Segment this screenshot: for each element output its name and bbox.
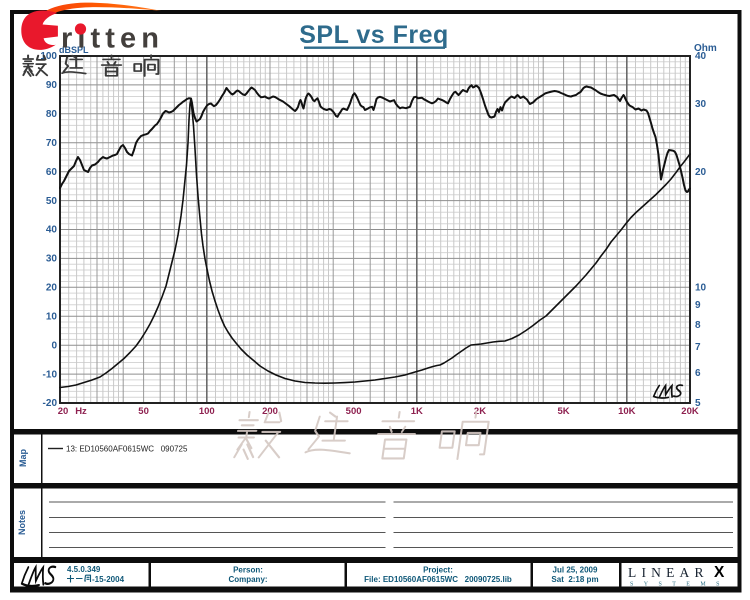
svg-text:7: 7 [695, 342, 701, 353]
svg-text:30: 30 [46, 254, 58, 265]
svg-text:1K: 1K [411, 406, 423, 417]
svg-text:Person:: Person: [233, 566, 263, 575]
svg-text:40: 40 [695, 51, 707, 62]
svg-text:File: ED10560AF0615WC 200907: File: ED10560AF0615WC 20090725.lib [364, 575, 512, 584]
svg-text:100: 100 [199, 406, 215, 417]
svg-text:5K: 5K [558, 406, 570, 417]
svg-text:50: 50 [138, 406, 149, 417]
svg-text:X: X [714, 564, 725, 581]
svg-text:100: 100 [40, 51, 57, 62]
svg-text:50: 50 [46, 196, 58, 207]
svg-text:200: 200 [262, 406, 278, 417]
svg-text:Notes: Notes [17, 510, 27, 535]
svg-text:80: 80 [46, 109, 58, 120]
svg-text:40: 40 [46, 225, 58, 236]
svg-text:9: 9 [695, 300, 701, 311]
svg-text:-10: -10 [43, 369, 58, 380]
svg-text:6: 6 [695, 368, 701, 379]
svg-text:90: 90 [46, 80, 58, 91]
svg-text:20: 20 [46, 283, 58, 294]
svg-text:Jul 25, 2009: Jul 25, 2009 [553, 566, 598, 575]
svg-text:70: 70 [46, 138, 58, 149]
svg-text:SPL vs Freq: SPL vs Freq [299, 21, 449, 49]
svg-text:8: 8 [695, 320, 701, 331]
svg-text:20: 20 [695, 167, 707, 178]
svg-text:Sat 2:18 pm: Sat 2:18 pm [551, 575, 598, 584]
svg-text:dBSPL: dBSPL [59, 45, 89, 55]
svg-text:Hz: Hz [75, 406, 87, 417]
svg-text:4.5.0.349: 4.5.0.349 [67, 565, 101, 574]
svg-text:2K: 2K [474, 406, 486, 417]
svg-text:Map: Map [18, 448, 28, 467]
svg-text:10K: 10K [618, 406, 636, 417]
svg-text:Ohm: Ohm [694, 43, 717, 54]
svg-text:20K: 20K [681, 406, 699, 417]
svg-text:30: 30 [695, 99, 707, 110]
svg-text:Project:: Project: [423, 566, 453, 575]
svg-text:LINEAR: LINEAR [628, 565, 709, 580]
svg-text:-15-2004: -15-2004 [92, 575, 125, 584]
svg-text:5: 5 [695, 398, 701, 409]
svg-text:20: 20 [58, 406, 69, 417]
svg-text:60: 60 [46, 167, 58, 178]
svg-text:13: ED10560AF0615WC 090725: 13: ED10560AF0615WC 090725 [66, 445, 188, 454]
svg-text:Company:: Company: [228, 575, 267, 584]
svg-text:SYSTEMS: SYSTEMS [630, 582, 730, 588]
svg-text:10: 10 [695, 283, 707, 294]
svg-text:10: 10 [46, 311, 58, 322]
svg-text:-20: -20 [43, 398, 58, 409]
svg-text:0: 0 [51, 340, 57, 351]
svg-text:500: 500 [346, 406, 362, 417]
